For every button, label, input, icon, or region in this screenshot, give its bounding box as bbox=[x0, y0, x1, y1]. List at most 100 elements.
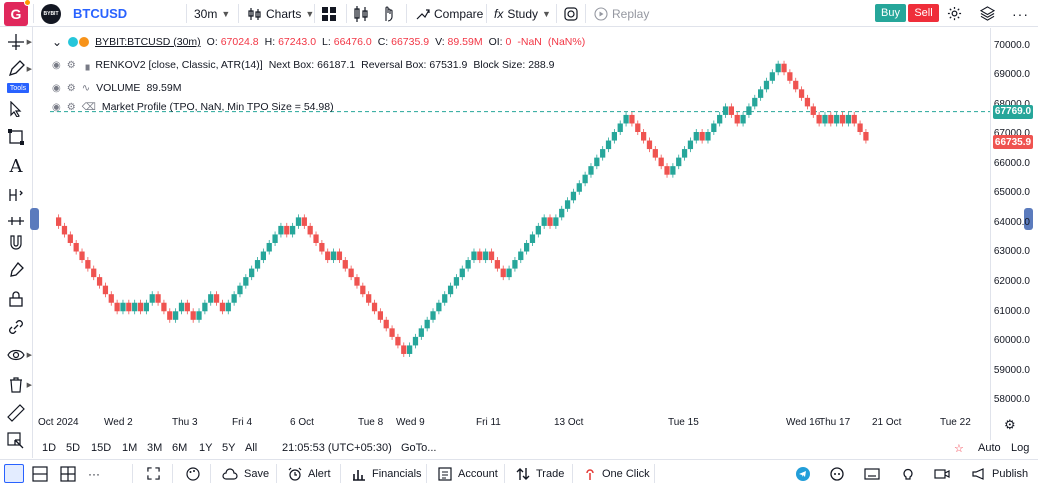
interval-select[interactable]: 30m ▼ bbox=[194, 0, 230, 27]
layers-button[interactable] bbox=[980, 0, 995, 27]
renko-brick bbox=[284, 225, 290, 235]
compare-label: Compare bbox=[434, 6, 484, 21]
gear-icon[interactable]: ⚙ bbox=[66, 82, 76, 94]
split-layout-button[interactable] bbox=[32, 460, 48, 487]
trade-button[interactable]: Trade bbox=[516, 460, 564, 487]
renko-brick bbox=[816, 114, 822, 124]
publish-button[interactable]: Publish bbox=[972, 460, 1028, 487]
indicator-templates-button[interactable] bbox=[382, 0, 396, 27]
right-panel-handle[interactable] bbox=[1024, 208, 1033, 230]
range-1y[interactable]: 1Y bbox=[199, 442, 213, 454]
save-label: Save bbox=[244, 467, 270, 480]
range-1m[interactable]: 1M bbox=[122, 442, 138, 454]
delete-tool[interactable]: ▶ bbox=[4, 373, 32, 397]
collapse-chevron-icon[interactable]: ⌄ bbox=[52, 35, 63, 49]
user-avatar[interactable]: G bbox=[4, 0, 31, 26]
range-6m[interactable]: 6M bbox=[172, 442, 188, 454]
gear-icon[interactable]: ⚙ bbox=[66, 101, 76, 113]
chevron-down-icon: ▼ bbox=[542, 8, 551, 19]
eye-off-icon[interactable]: ◉ bbox=[52, 82, 61, 94]
discord-button[interactable] bbox=[830, 460, 844, 487]
ideas-button[interactable] bbox=[902, 460, 914, 487]
theme-button[interactable] bbox=[186, 460, 200, 487]
change-pct: (NaN%) bbox=[547, 36, 586, 48]
alarm-icon bbox=[288, 467, 302, 481]
legend-symbol[interactable]: BYBIT:BTCUSD (30m) bbox=[95, 36, 201, 48]
link-tool[interactable] bbox=[4, 315, 28, 339]
ruler-tool[interactable] bbox=[4, 401, 28, 425]
renko-brick bbox=[465, 260, 471, 269]
financials-button[interactable]: Financials bbox=[352, 460, 422, 487]
candles-style-button[interactable] bbox=[354, 0, 368, 27]
range-5d[interactable]: 5D bbox=[66, 442, 81, 454]
range-all[interactable]: All bbox=[245, 442, 258, 454]
buy-button[interactable]: Buy bbox=[875, 4, 906, 22]
layout-button[interactable] bbox=[322, 0, 336, 27]
replay-button[interactable]: Replay bbox=[594, 0, 649, 27]
next-box-label: Next Box: bbox=[268, 59, 315, 71]
account-icon bbox=[438, 466, 452, 481]
text-tool[interactable]: A bbox=[4, 154, 28, 178]
renko-brick bbox=[319, 242, 325, 252]
time-axis[interactable]: Oct 2024 Wed 2 Thu 3 Fri 4 6 Oct Tue 8 Wed 9 Fr… bbox=[34, 412, 1016, 436]
video-button[interactable] bbox=[934, 460, 950, 487]
star-icon[interactable]: ☆ bbox=[954, 443, 964, 455]
pencil-tool[interactable]: ▶ bbox=[4, 57, 32, 81]
price-axis[interactable]: 70000.0 69000.0 68000.0 67000.0 66000.0 65000… bbox=[990, 28, 1038, 440]
save-button[interactable]: Save bbox=[222, 460, 269, 487]
quad-layout-button[interactable] bbox=[60, 460, 76, 487]
more-menu-button[interactable]: ··· bbox=[1012, 0, 1029, 27]
telegram-button[interactable] bbox=[796, 460, 810, 487]
object-tree-tool[interactable] bbox=[4, 429, 28, 453]
crosshair-tool[interactable]: ▶ bbox=[4, 30, 32, 54]
log-scale-button[interactable]: Log bbox=[1011, 442, 1030, 454]
gear-icon[interactable]: ⚙ bbox=[66, 59, 76, 71]
compare-button[interactable]: Compare bbox=[416, 0, 483, 27]
axis-settings-gear-icon[interactable]: ⚙ bbox=[1004, 417, 1016, 432]
visibility-tool[interactable]: ▶ bbox=[4, 343, 32, 367]
horizontal-ruler-tool[interactable] bbox=[4, 209, 28, 233]
cursor-tool[interactable] bbox=[4, 97, 28, 121]
range-3m[interactable]: 3M bbox=[147, 442, 163, 454]
renko-brick bbox=[348, 268, 354, 278]
one-click-button[interactable]: One Click bbox=[584, 460, 650, 487]
range-5y[interactable]: 5Y bbox=[222, 442, 236, 454]
clock[interactable]: 21:05:53 (UTC+05:30) bbox=[282, 442, 392, 454]
renko-brick bbox=[237, 285, 243, 295]
study-button[interactable]: fx Study ▼ bbox=[494, 0, 551, 27]
sell-button[interactable]: Sell bbox=[908, 4, 939, 22]
link-icon bbox=[9, 320, 23, 334]
range-15d[interactable]: 15D bbox=[91, 442, 112, 454]
renko-brick bbox=[863, 132, 869, 141]
magnet-tool[interactable] bbox=[4, 231, 28, 255]
measure-tool[interactable] bbox=[4, 183, 28, 207]
trash-icon[interactable]: ⌫ bbox=[81, 101, 96, 113]
chart-type-select[interactable]: Charts ▼ bbox=[248, 0, 314, 27]
alert-button[interactable]: Alert bbox=[288, 460, 331, 487]
single-layout-button[interactable] bbox=[4, 464, 24, 483]
eye-icon[interactable]: ◉ bbox=[52, 59, 61, 71]
left-panel-handle[interactable] bbox=[30, 208, 39, 230]
eye-off-icon[interactable]: ◉ bbox=[52, 101, 61, 113]
auto-scale-button[interactable]: Auto bbox=[978, 442, 1001, 454]
fullscreen-button[interactable] bbox=[147, 460, 160, 487]
renko-brick bbox=[781, 63, 787, 73]
rectangle-tool[interactable] bbox=[4, 125, 28, 149]
lock-tool[interactable] bbox=[4, 287, 28, 311]
renko-brick bbox=[652, 149, 658, 158]
bitcoin-icon bbox=[79, 37, 90, 47]
renko-brick bbox=[442, 294, 448, 303]
snapshot-button[interactable] bbox=[564, 0, 578, 27]
renko-brick bbox=[430, 311, 436, 320]
keyboard-button[interactable] bbox=[864, 460, 880, 487]
goto-button[interactable]: GoTo... bbox=[401, 442, 437, 454]
account-button[interactable]: Account bbox=[438, 460, 498, 487]
range-1d[interactable]: 1D bbox=[42, 442, 57, 454]
more-layouts-button[interactable]: ··· bbox=[88, 460, 100, 487]
symbol-search[interactable]: BTCUSD bbox=[73, 6, 128, 21]
renko-chart[interactable] bbox=[34, 28, 990, 440]
settings-button[interactable] bbox=[947, 0, 962, 27]
renko-brick bbox=[278, 225, 284, 235]
brush-tool[interactable] bbox=[4, 259, 28, 283]
candlestick-icon bbox=[354, 5, 368, 22]
